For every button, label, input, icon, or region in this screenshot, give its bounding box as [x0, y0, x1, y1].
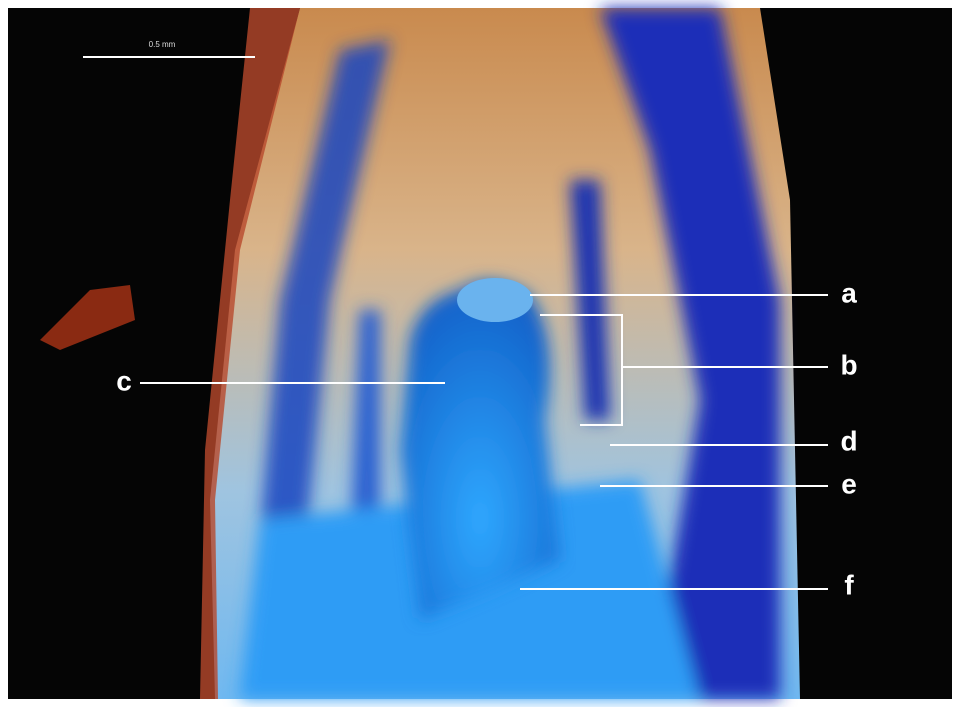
label: d	[840, 425, 857, 456]
label: f	[844, 569, 854, 600]
apex-tip	[457, 278, 533, 322]
apex	[400, 281, 560, 620]
scale-label: 0.5 mm	[149, 40, 176, 49]
leader-lines	[140, 294, 828, 590]
label: c	[116, 365, 132, 396]
label: a	[841, 277, 857, 308]
outer-layer	[200, 8, 300, 699]
debris	[40, 285, 135, 350]
label: b	[840, 349, 857, 380]
label: e	[841, 468, 857, 499]
